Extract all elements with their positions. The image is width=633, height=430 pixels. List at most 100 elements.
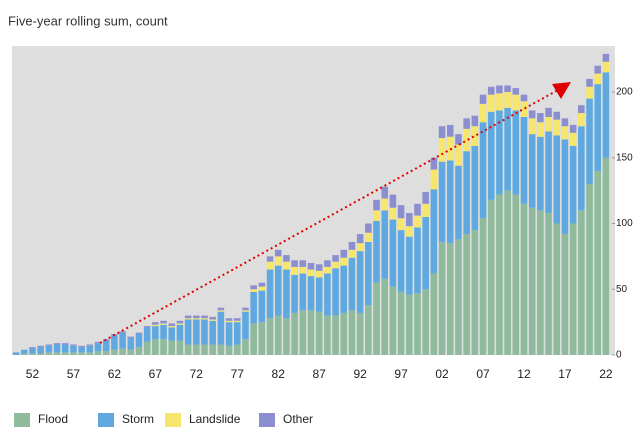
bar-segment — [274, 265, 282, 316]
bar-segment — [496, 93, 503, 111]
bar-segment — [184, 319, 192, 345]
bar-segment — [160, 324, 167, 340]
bar-segment — [291, 274, 298, 313]
bar-segment — [209, 316, 216, 320]
bar-segment — [242, 339, 249, 355]
bar-segment — [528, 110, 536, 119]
bar-segment — [406, 226, 413, 237]
bar-segment — [381, 198, 389, 211]
bar-segment — [324, 315, 331, 355]
bar-segment — [274, 315, 282, 355]
y-tick-label: 150 — [616, 152, 633, 163]
bar-segment — [487, 86, 495, 95]
bar-segment — [299, 260, 307, 267]
bar-segment — [201, 319, 208, 345]
bar-segment — [111, 335, 118, 350]
bar-segment — [578, 126, 585, 211]
bar-segment — [119, 348, 126, 355]
bar-segment — [422, 191, 429, 204]
bar-segment — [143, 327, 151, 342]
bar-segment — [37, 345, 44, 348]
bar-segment — [463, 128, 470, 152]
bar-segment — [184, 315, 192, 319]
bar-segment — [201, 315, 208, 319]
bar-segment — [545, 212, 552, 355]
bar-segment — [356, 243, 364, 252]
bar-segment — [209, 320, 216, 345]
bar-segment — [21, 349, 28, 354]
bar-segment — [373, 282, 380, 355]
trend-arrow-line — [99, 89, 559, 344]
bar-segment — [291, 260, 298, 267]
bar-segment — [422, 216, 429, 290]
bar-segment — [315, 311, 323, 355]
bar-segment — [152, 339, 159, 355]
bar-segment — [332, 261, 339, 269]
bar-segment — [299, 266, 307, 274]
y-tick-label: 100 — [616, 218, 633, 229]
bar-segment — [504, 107, 511, 191]
bar-segment — [512, 94, 520, 111]
legend-swatch — [14, 413, 30, 427]
bar-segment — [479, 103, 487, 123]
bar-segment — [561, 118, 569, 127]
bar-segment — [602, 157, 610, 355]
bar-segment — [340, 257, 348, 266]
bar-segment — [602, 53, 610, 62]
bar-segment — [430, 157, 438, 170]
x-tick-label: 67 — [149, 367, 163, 381]
bar-segment — [250, 291, 257, 324]
bar-segment — [356, 251, 364, 313]
bar-segment — [373, 210, 380, 221]
bar-segment — [258, 282, 266, 287]
bar-segment — [176, 323, 184, 325]
bar-segment — [586, 78, 593, 87]
bar-segment — [168, 340, 176, 355]
bar-segment — [168, 326, 176, 328]
bar-segment — [414, 203, 421, 216]
bar-segment — [70, 352, 77, 355]
bar-segment — [324, 273, 331, 316]
bar-segment — [340, 312, 348, 355]
bar-segment — [594, 170, 601, 355]
bar-segment — [127, 337, 135, 350]
bar-segment — [53, 343, 61, 345]
bar-segment — [160, 339, 167, 355]
bar-segment — [373, 199, 380, 211]
bar-segment — [143, 326, 151, 328]
bar-segment — [152, 324, 159, 327]
bar-segment — [578, 210, 585, 355]
legend-label: Flood — [38, 412, 68, 426]
bar-segment — [184, 318, 192, 320]
bar-segment — [496, 110, 503, 195]
x-tick-label: 97 — [394, 367, 408, 381]
bar-segment — [266, 256, 274, 262]
x-tick-label: 87 — [313, 367, 327, 381]
x-tick-label: 62 — [108, 367, 122, 381]
bar-segment — [111, 349, 118, 355]
bar-segment — [446, 243, 454, 355]
bar-segment — [528, 207, 536, 355]
bar-segment — [242, 310, 249, 312]
bar-segment — [70, 344, 77, 346]
bar-segment — [233, 344, 241, 355]
bar-segment — [381, 210, 389, 279]
legend-label: Landslide — [189, 412, 241, 426]
bar-segment — [504, 92, 511, 108]
bar-segment — [348, 310, 356, 355]
bar-segment — [193, 318, 200, 320]
bar-segment — [520, 94, 528, 102]
bar-segment — [160, 323, 167, 325]
bar-segment — [283, 261, 290, 270]
bar-segment — [586, 98, 593, 185]
bar-segment — [471, 145, 479, 231]
bar-segment — [324, 260, 331, 267]
bar-segment — [94, 343, 102, 352]
bar-segment — [545, 117, 552, 132]
bar-segment — [397, 218, 405, 231]
bar-segment — [455, 134, 462, 145]
bar-segment — [406, 212, 413, 227]
bar-segment — [348, 241, 356, 250]
bar-segment — [397, 205, 405, 219]
bar-segment — [414, 293, 421, 355]
